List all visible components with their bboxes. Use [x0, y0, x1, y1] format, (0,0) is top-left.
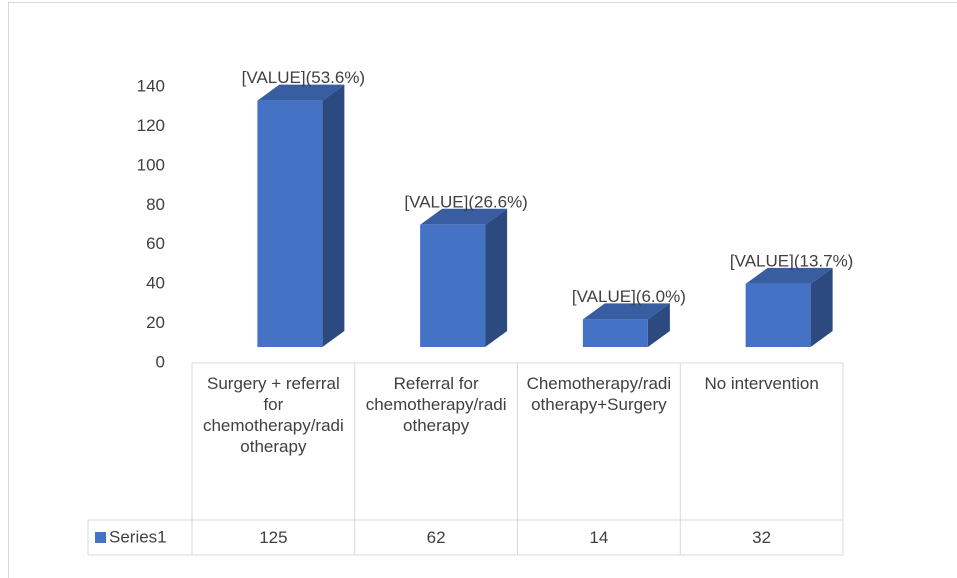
data-label: [VALUE](26.6%) — [404, 192, 527, 211]
chart-border — [8, 2, 957, 578]
bar-side — [485, 208, 508, 347]
table-value: 32 — [752, 528, 772, 547]
legend-swatch — [95, 532, 106, 543]
bar — [582, 303, 670, 347]
bar-side — [322, 84, 345, 348]
y-tick-label: 20 — [146, 313, 165, 332]
y-tick-label: 140 — [137, 76, 165, 95]
data-label: [VALUE](53.6%) — [242, 68, 365, 87]
x-tick-label: Referral for chemotherapy/radiotherapy — [365, 374, 507, 435]
bar-side — [810, 267, 833, 347]
bar — [745, 267, 833, 347]
y-tick-label: 0 — [156, 352, 165, 371]
bar-front — [420, 224, 486, 347]
bar-front — [257, 100, 323, 347]
bar-side — [647, 303, 670, 347]
x-tick-label: Chemotherapy/radiotherapy+Surgery — [526, 374, 672, 414]
data-label: [VALUE](6.0%) — [572, 287, 686, 306]
bar-top — [257, 84, 345, 101]
bar-top — [582, 303, 670, 320]
bar-top — [420, 208, 508, 225]
bar — [257, 84, 345, 348]
y-tick-label: 120 — [137, 116, 165, 135]
legend-label: Series1 — [109, 527, 167, 546]
x-tick-label: Surgery + referral for chemotherapy/radi… — [202, 374, 344, 456]
y-tick-label: 100 — [137, 155, 165, 174]
bar-front — [582, 319, 648, 347]
y-tick-label: 80 — [146, 195, 165, 214]
bar-top — [745, 267, 833, 284]
table-value: 62 — [426, 528, 446, 547]
y-tick-label: 60 — [146, 234, 165, 253]
y-tick-label: 40 — [146, 274, 165, 293]
data-label: [VALUE](13.7%) — [730, 251, 853, 270]
bar-front — [745, 283, 811, 347]
x-tick-label: No intervention — [704, 374, 819, 393]
table-value: 125 — [259, 528, 288, 547]
bar — [420, 208, 508, 347]
table-value: 14 — [589, 528, 609, 547]
